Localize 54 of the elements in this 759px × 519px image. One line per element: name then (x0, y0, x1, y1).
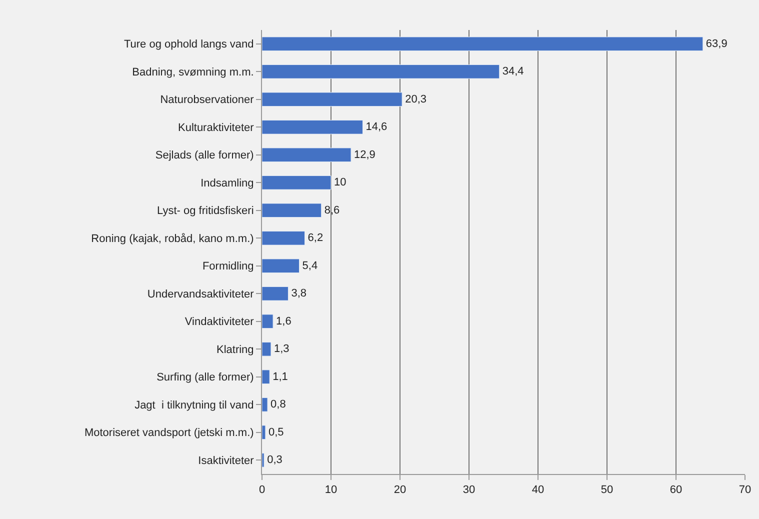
x-tick-label: 30 (462, 484, 476, 496)
bar (262, 203, 322, 218)
data-label: 0,8 (270, 398, 286, 411)
x-tick-label: 40 (532, 484, 544, 496)
data-label: 1,3 (274, 343, 290, 356)
data-label: 1,6 (276, 315, 292, 328)
bar (262, 148, 352, 162)
x-tick-label: 60 (670, 484, 682, 496)
y-tick-label: Jagt i tilknytning til vand (134, 399, 254, 412)
bar (262, 286, 288, 301)
bar (262, 120, 363, 134)
y-tick-label: Surfing (alle former) (156, 372, 254, 384)
x-tick-label: 10 (324, 484, 338, 496)
bar (262, 258, 300, 274)
y-tick-label: Motoriseret vandsport (jetski m.m.) (84, 427, 254, 440)
data-label: 63,9 (706, 38, 728, 50)
y-tick-label: Lyst- og fritidsfiskeri (157, 205, 254, 218)
x-tick-label: 70 (738, 484, 752, 496)
data-label: 5,4 (302, 260, 318, 272)
bar (262, 175, 332, 190)
y-tick-label: Badning, svømning m.m. (132, 66, 254, 78)
x-tick-label: 20 (394, 484, 406, 496)
y-tick-label: Naturobservationer (160, 94, 254, 106)
bar (262, 64, 500, 79)
y-tick-label: Undervandsaktiviteter (147, 288, 254, 300)
data-label: 1,1 (272, 370, 288, 383)
data-label: 20,3 (405, 93, 426, 106)
bar (262, 370, 270, 384)
bar (262, 397, 268, 412)
y-tick-label: Klatring (216, 344, 254, 356)
data-label: 14,6 (366, 121, 388, 134)
y-tick-label: Roning (kajak, robåd, kano m.m.) (91, 232, 254, 245)
y-tick-label: Indsamling (200, 177, 254, 190)
y-tick-label: Isaktiviteter (198, 454, 254, 467)
bar (262, 92, 402, 107)
data-label: 12,9 (354, 148, 376, 161)
data-label: 10 (334, 176, 346, 189)
bar (262, 230, 306, 246)
bar (262, 314, 274, 329)
y-tick-label: Ture og ophold langs vand (124, 38, 254, 51)
data-label: 34,4 (502, 66, 524, 78)
y-tick-label: Vindaktiviteter (184, 316, 254, 328)
data-label: 6,2 (308, 232, 324, 244)
data-label: 0,3 (267, 454, 282, 466)
y-tick-label: Kulturaktiviteter (178, 122, 254, 134)
bar (262, 425, 266, 440)
y-tick-label: Formidling (202, 260, 254, 273)
y-tick-label: Sejlads (alle former) (155, 150, 254, 162)
x-tick-label: 0 (258, 484, 266, 496)
x-tick-label: 50 (600, 484, 614, 496)
bar (262, 36, 704, 52)
data-label: 0,5 (268, 426, 284, 438)
data-label: 3,8 (291, 288, 307, 300)
bar (262, 342, 272, 356)
